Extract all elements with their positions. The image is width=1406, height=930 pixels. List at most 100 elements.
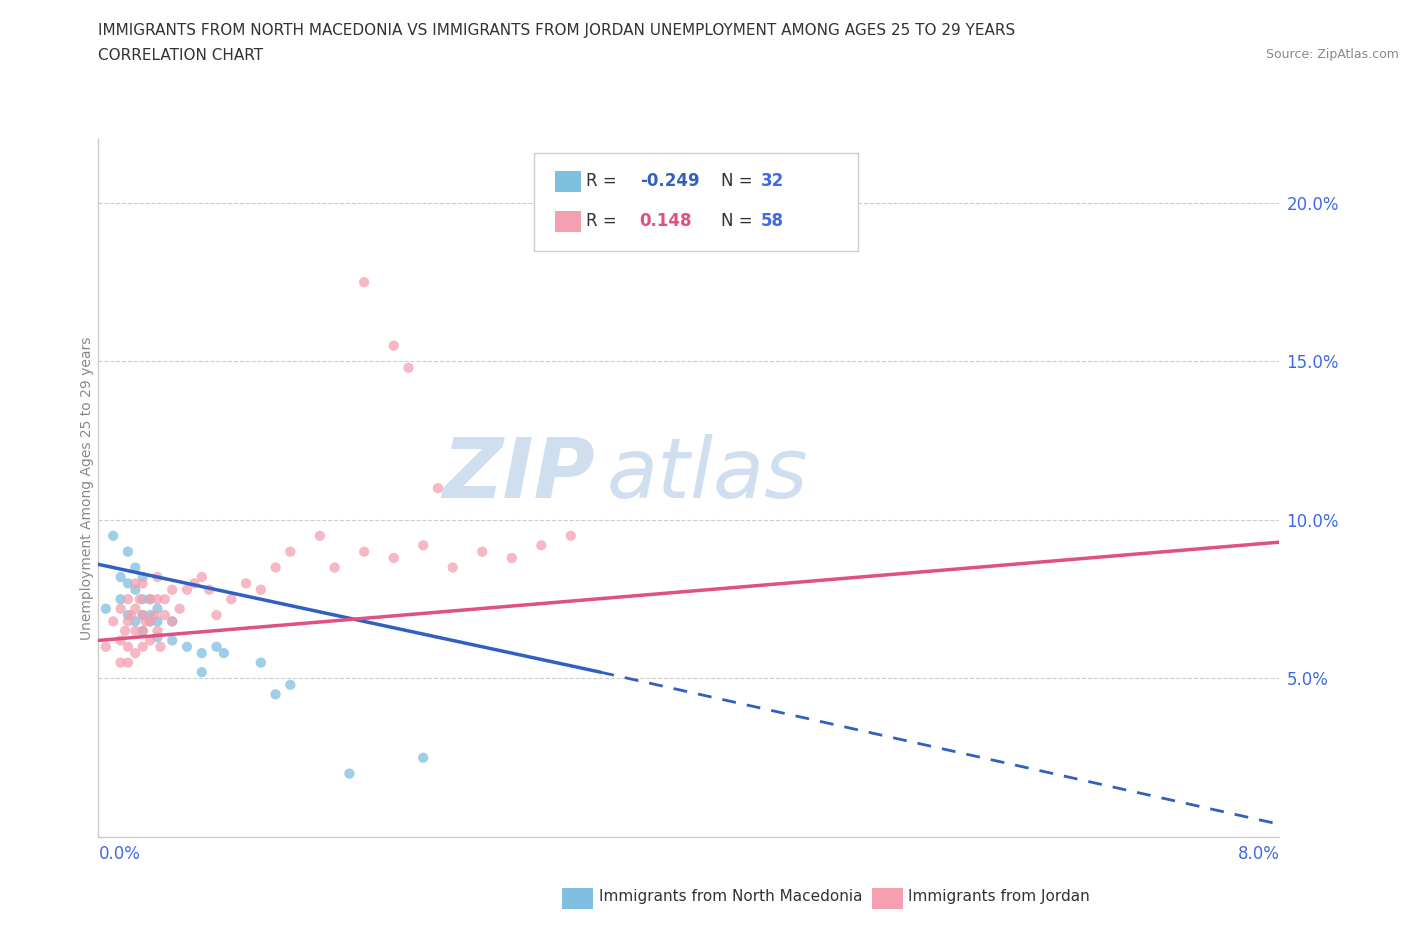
Point — [278, 544, 302, 559]
Text: R =: R = — [586, 172, 623, 191]
Point — [278, 677, 302, 692]
Point — [382, 551, 405, 565]
Text: N =: N = — [721, 212, 758, 231]
Text: atlas: atlas — [606, 433, 808, 515]
Point — [124, 623, 146, 638]
Point — [110, 591, 132, 606]
Point — [110, 569, 132, 584]
Point — [135, 614, 157, 629]
Point — [146, 602, 169, 617]
Point — [128, 591, 150, 606]
Point — [382, 339, 405, 353]
Point — [146, 623, 169, 638]
Text: CORRELATION CHART: CORRELATION CHART — [98, 48, 263, 63]
Point — [143, 607, 166, 622]
Point — [162, 614, 183, 629]
Point — [323, 560, 346, 575]
Point — [560, 528, 582, 543]
Text: R =: R = — [586, 212, 627, 231]
Point — [250, 582, 273, 597]
Text: N =: N = — [721, 172, 758, 191]
Point — [191, 569, 214, 584]
Point — [117, 655, 139, 670]
Point — [110, 655, 132, 670]
Point — [149, 639, 172, 654]
Text: 0.148: 0.148 — [640, 212, 692, 231]
Point — [103, 528, 125, 543]
Point — [176, 639, 198, 654]
Point — [124, 645, 146, 660]
Point — [412, 538, 434, 552]
Point — [162, 633, 183, 648]
Text: 58: 58 — [761, 212, 783, 231]
Point — [139, 614, 162, 629]
Point — [139, 633, 162, 648]
Text: 32: 32 — [761, 172, 785, 191]
Text: 8.0%: 8.0% — [1237, 845, 1279, 863]
Point — [110, 602, 132, 617]
Point — [353, 274, 375, 289]
Point — [103, 614, 125, 629]
Point — [205, 607, 228, 622]
Point — [162, 582, 183, 597]
Point — [337, 766, 360, 781]
Point — [412, 751, 434, 765]
Point — [219, 591, 242, 606]
Point — [153, 591, 176, 606]
Point — [117, 544, 139, 559]
Point — [117, 607, 139, 622]
Point — [426, 481, 449, 496]
Point — [117, 576, 139, 591]
Point — [353, 544, 375, 559]
Point — [250, 655, 273, 670]
Point — [153, 607, 176, 622]
Point — [124, 582, 146, 597]
Point — [146, 630, 169, 644]
Point — [110, 633, 132, 648]
Point — [191, 645, 214, 660]
Y-axis label: Unemployment Among Ages 25 to 29 years: Unemployment Among Ages 25 to 29 years — [80, 337, 94, 640]
Point — [198, 582, 221, 597]
Text: ZIP: ZIP — [441, 433, 595, 515]
Point — [139, 614, 162, 629]
Point — [132, 591, 155, 606]
Point — [114, 623, 136, 638]
Point — [139, 591, 162, 606]
Point — [205, 639, 228, 654]
Point — [132, 576, 155, 591]
Text: IMMIGRANTS FROM NORTH MACEDONIA VS IMMIGRANTS FROM JORDAN UNEMPLOYMENT AMONG AGE: IMMIGRANTS FROM NORTH MACEDONIA VS IMMIG… — [98, 23, 1015, 38]
Text: Immigrants from Jordan: Immigrants from Jordan — [908, 889, 1090, 904]
Point — [117, 614, 139, 629]
Point — [139, 591, 162, 606]
Point — [146, 614, 169, 629]
Point — [191, 665, 214, 680]
Point — [264, 560, 287, 575]
Point — [308, 528, 332, 543]
Point — [146, 591, 169, 606]
Point — [235, 576, 257, 591]
Point — [441, 560, 464, 575]
Point — [124, 576, 146, 591]
Point — [139, 607, 162, 622]
Point — [120, 607, 142, 622]
Point — [183, 576, 205, 591]
Text: -0.249: -0.249 — [640, 172, 699, 191]
Text: 0.0%: 0.0% — [98, 845, 141, 863]
Point — [124, 614, 146, 629]
Point — [501, 551, 523, 565]
Point — [132, 607, 155, 622]
Point — [212, 645, 235, 660]
Text: Immigrants from North Macedonia: Immigrants from North Macedonia — [599, 889, 862, 904]
Point — [124, 560, 146, 575]
Point — [132, 639, 155, 654]
Point — [94, 602, 117, 617]
Text: Source: ZipAtlas.com: Source: ZipAtlas.com — [1265, 48, 1399, 61]
Point — [530, 538, 553, 552]
Point — [94, 639, 117, 654]
Point — [162, 614, 183, 629]
Point — [132, 607, 155, 622]
Point — [132, 623, 155, 638]
Point — [117, 639, 139, 654]
Point — [471, 544, 494, 559]
Point — [117, 591, 139, 606]
